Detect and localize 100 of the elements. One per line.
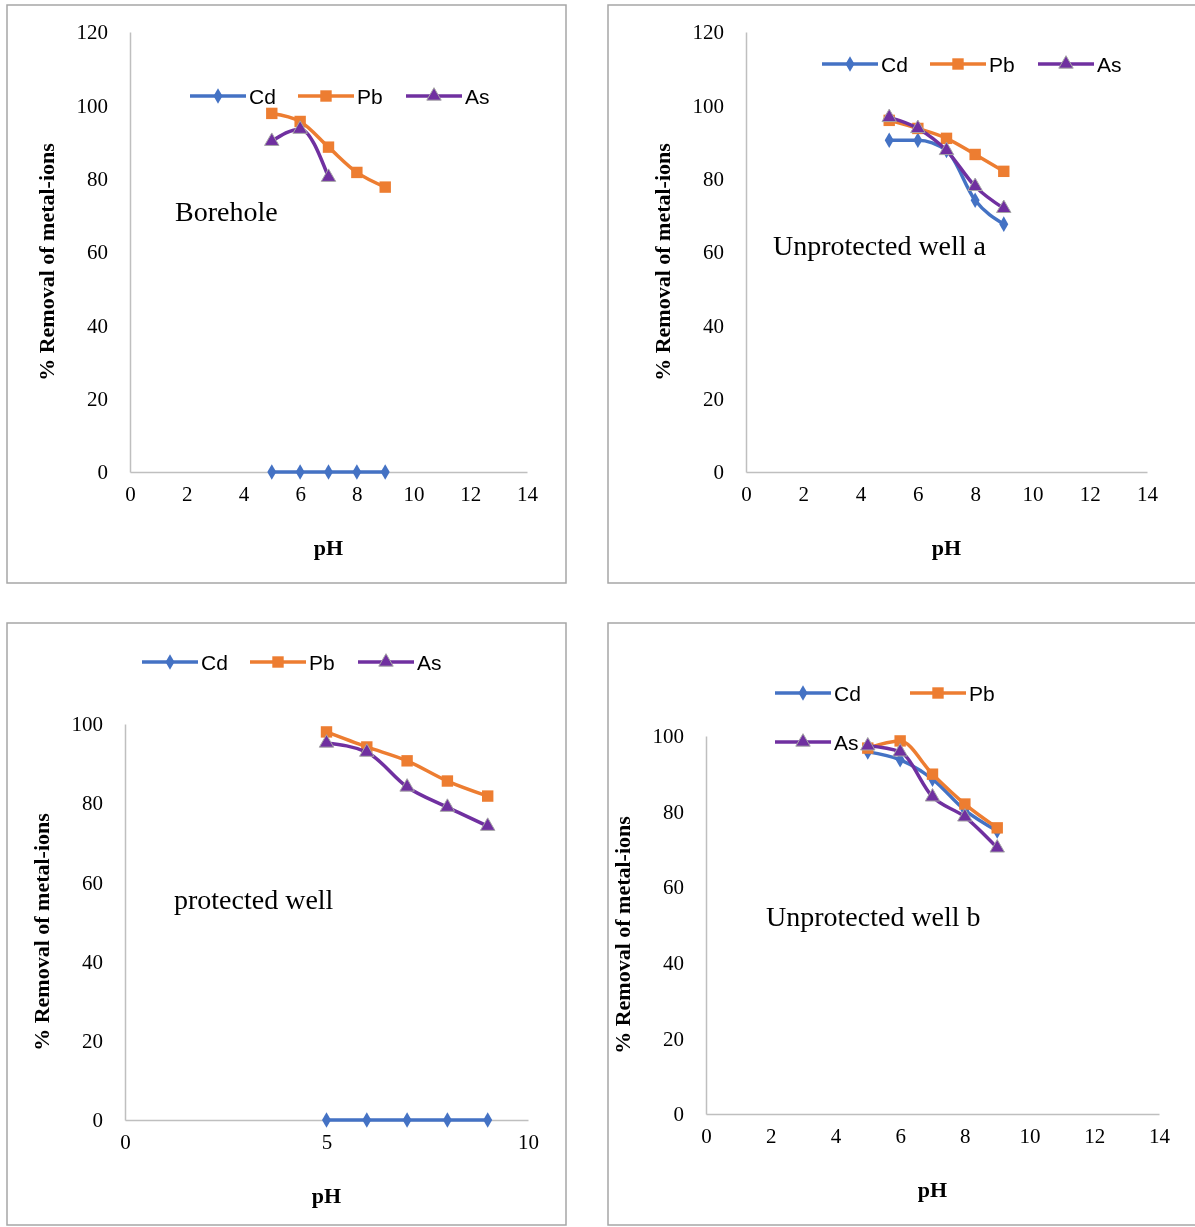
point [967, 177, 983, 192]
x-tick-label: 12 [1079, 481, 1101, 506]
point [991, 822, 1003, 834]
y-tick-label: 40 [87, 313, 108, 338]
x-tick-label: 4 [855, 481, 867, 506]
x-tick-label: 2 [181, 481, 193, 506]
x-tick-label: 6 [895, 1123, 906, 1148]
point [989, 839, 1005, 853]
point [266, 107, 278, 120]
x-axis-title: pH [931, 535, 962, 560]
y-tick-label: 100 [71, 712, 103, 737]
x-tick-label: 4 [238, 481, 250, 506]
y-axis-title: % Removal of metal-ions [610, 815, 635, 1054]
legend-label: Cd [881, 53, 908, 76]
point [894, 735, 906, 747]
x-tick-label: 0 [741, 481, 752, 506]
y-tick-label: 100 [76, 93, 108, 118]
annotation: protected well [174, 884, 334, 915]
legend-label: Pb [989, 53, 1015, 76]
y-tick-label: 120 [692, 20, 724, 45]
point [998, 165, 1010, 178]
x-tick-label: 0 [120, 1129, 131, 1154]
legend-label: As [465, 85, 490, 108]
legend-label: Pb [969, 682, 995, 705]
x-tick-label: 6 [295, 481, 306, 506]
y-tick-label: 80 [87, 166, 108, 191]
x-tick-label: 10 [403, 481, 425, 506]
x-tick-label: 6 [913, 481, 924, 506]
x-tick-label: 12 [1084, 1123, 1106, 1148]
x-tick-label: 5 [321, 1129, 333, 1154]
y-tick-label: 0 [673, 1102, 684, 1127]
point [860, 737, 876, 751]
x-axis-title: pH [917, 1177, 948, 1202]
y-tick-label: 0 [713, 460, 724, 485]
point [479, 817, 496, 831]
x-axis-title: pH [311, 1183, 342, 1208]
x-tick-label: 8 [352, 481, 363, 506]
legend-label: Cd [201, 651, 228, 674]
x-tick-label: 2 [765, 1123, 777, 1148]
x-tick-label: 10 [518, 1129, 539, 1154]
y-tick-label: 120 [76, 20, 108, 45]
y-axis-title: % Removal of metal-ions [650, 142, 675, 381]
point [379, 181, 391, 193]
y-tick-label: 60 [703, 240, 724, 265]
legend-label: Cd [834, 682, 861, 705]
point [959, 798, 971, 810]
y-tick-label: 60 [82, 870, 103, 895]
point [482, 790, 494, 802]
x-tick-label: 14 [1149, 1123, 1171, 1148]
annotation: Borehole [175, 196, 278, 227]
x-tick-label: 12 [460, 481, 482, 506]
legend-label: Cd [249, 85, 276, 108]
x-tick-label: 14 [1137, 481, 1159, 506]
point [892, 743, 908, 757]
point [926, 768, 939, 780]
y-tick-label: 80 [82, 791, 103, 816]
y-tick-label: 20 [703, 386, 724, 411]
legend-label: Pb [309, 651, 335, 674]
y-tick-label: 100 [692, 93, 724, 118]
x-tick-label: 8 [970, 481, 981, 506]
point [359, 743, 375, 757]
y-tick-label: 20 [663, 1026, 684, 1051]
point [439, 798, 456, 812]
y-tick-label: 100 [652, 724, 684, 749]
y-tick-label: 20 [87, 386, 108, 411]
point [938, 141, 955, 156]
y-axis-title: % Removal of metal-ions [29, 812, 54, 1051]
point [399, 778, 415, 792]
x-tick-label: 10 [1022, 481, 1044, 506]
point [957, 808, 973, 822]
y-tick-label: 40 [82, 949, 103, 974]
point [401, 755, 413, 767]
y-axis-title: % Removal of metal-ions [34, 142, 59, 381]
y-tick-label: 80 [663, 799, 684, 824]
point [441, 775, 454, 787]
point [322, 141, 335, 153]
x-tick-label: 10 [1019, 1123, 1041, 1148]
point [969, 148, 981, 161]
y-tick-label: 20 [82, 1029, 103, 1054]
y-tick-label: 80 [703, 166, 724, 191]
y-tick-label: 0 [97, 460, 108, 485]
point [881, 108, 897, 123]
legend-label: As [1097, 53, 1122, 76]
y-tick-label: 60 [663, 875, 684, 900]
legend-label: As [417, 651, 442, 674]
x-tick-label: 4 [830, 1123, 842, 1148]
y-tick-label: 40 [703, 313, 724, 338]
x-axis-title: pH [313, 535, 344, 560]
x-tick-label: 0 [125, 481, 136, 506]
point [351, 166, 363, 179]
x-tick-label: 2 [798, 481, 810, 506]
point [318, 734, 335, 748]
y-tick-label: 40 [663, 951, 684, 976]
x-tick-label: 8 [960, 1123, 971, 1148]
point [996, 199, 1012, 214]
legend-label: Pb [357, 85, 383, 108]
legend-label: As [834, 731, 859, 754]
point [924, 788, 941, 802]
y-tick-label: 60 [87, 240, 108, 265]
annotation: Unprotected well a [773, 230, 987, 261]
